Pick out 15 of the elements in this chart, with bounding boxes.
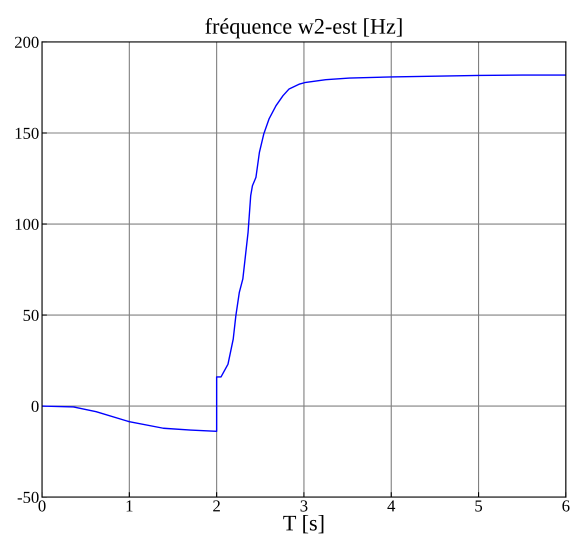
y-tick-label: 150	[16, 128, 39, 139]
y-tick-label: 0	[32, 400, 39, 412]
x-tick-label: 5	[475, 500, 482, 512]
y-tick-label: 100	[16, 218, 39, 230]
x-tick-label: 2	[213, 500, 220, 512]
x-tick-label: 6	[562, 500, 570, 512]
x-axis-title: T [s]	[283, 514, 324, 534]
y-tick-label: -50	[18, 492, 39, 504]
x-tick-label: 3	[300, 500, 308, 512]
x-tick-label: 4	[387, 500, 396, 512]
y-tick-label: 200	[14, 36, 39, 48]
chart-title: fréquence w2-est [Hz]	[205, 18, 402, 38]
x-tick-label: 1	[126, 500, 132, 512]
y-tick-label: 50	[24, 310, 39, 321]
line-series	[42, 74, 566, 432]
